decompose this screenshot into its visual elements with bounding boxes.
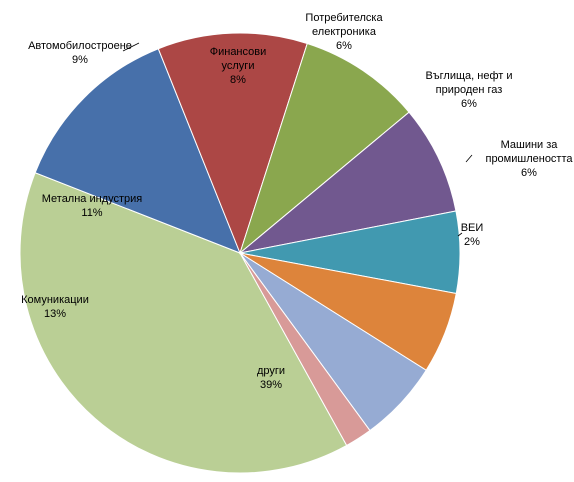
slice-name: природен газ <box>436 84 503 96</box>
slice-name: услуги <box>222 60 255 72</box>
pie-slice <box>238 42 410 255</box>
slice-label: Метална индустрия 11% <box>42 193 143 219</box>
slice-label: Машини за промишлеността 6% <box>485 139 573 179</box>
leader-line <box>457 232 463 237</box>
slice-percent: 11% <box>81 207 102 219</box>
slice-label: Автомобилостроене 9% <box>28 40 132 66</box>
leader-line <box>465 154 473 163</box>
slice-percent: 6% <box>521 167 537 179</box>
slice-name: ВЕИ <box>461 222 484 234</box>
slice-name: Метална индустрия <box>42 193 143 205</box>
slice-name: промишлеността <box>485 153 573 165</box>
pie-slice <box>157 32 308 255</box>
slice-label: Въглища, нефт и природен газ 6% <box>425 70 512 110</box>
slice-label: Финансови услуги 8% <box>210 46 267 86</box>
slice-percent: 6% <box>461 98 477 110</box>
pie-slice <box>239 111 457 254</box>
slice-percent: 39% <box>260 379 282 391</box>
pie-slices <box>19 32 461 474</box>
slice-name: Комуникации <box>21 294 89 306</box>
slice-percent: 13% <box>44 308 66 320</box>
leader-lines <box>122 42 473 237</box>
pie-slice <box>19 172 348 474</box>
slice-name: електроника <box>312 26 377 38</box>
slice-label: други 39% <box>257 365 285 391</box>
slice-name: Въглища, нефт и <box>425 70 512 82</box>
slice-name: Машини за <box>501 139 559 151</box>
slice-percent: 2% <box>464 236 480 248</box>
slice-percent: 6% <box>336 40 352 52</box>
slice-name: Автомобилостроене <box>28 40 132 52</box>
slice-percent: 8% <box>230 74 246 86</box>
slice-percent: 9% <box>72 54 88 66</box>
slice-name: Финансови <box>210 46 267 58</box>
slice-label: Комуникации 13% <box>21 294 89 320</box>
pie-slice <box>239 252 371 447</box>
pie-slice <box>34 48 241 254</box>
slice-name: Потребителска <box>305 12 383 24</box>
slice-label: Потребителска електроника 6% <box>305 12 383 52</box>
slice-name: други <box>257 365 285 377</box>
slice-labels: други 39% Комуникации 13% Метална индустрия 1… <box>21 12 573 391</box>
leader-line <box>122 42 140 52</box>
slice-label: ВЕИ 2% <box>461 222 484 248</box>
